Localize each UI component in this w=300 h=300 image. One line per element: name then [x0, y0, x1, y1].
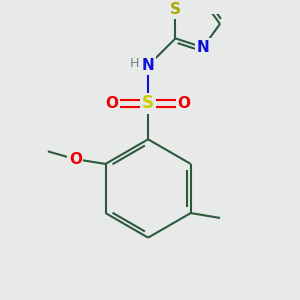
Text: H: H — [130, 57, 140, 70]
Text: N: N — [196, 40, 209, 55]
Text: O: O — [69, 152, 82, 167]
Text: S: S — [142, 94, 154, 112]
Text: O: O — [106, 96, 119, 111]
Text: S: S — [170, 2, 181, 17]
Text: N: N — [142, 58, 154, 73]
Text: O: O — [178, 96, 190, 111]
